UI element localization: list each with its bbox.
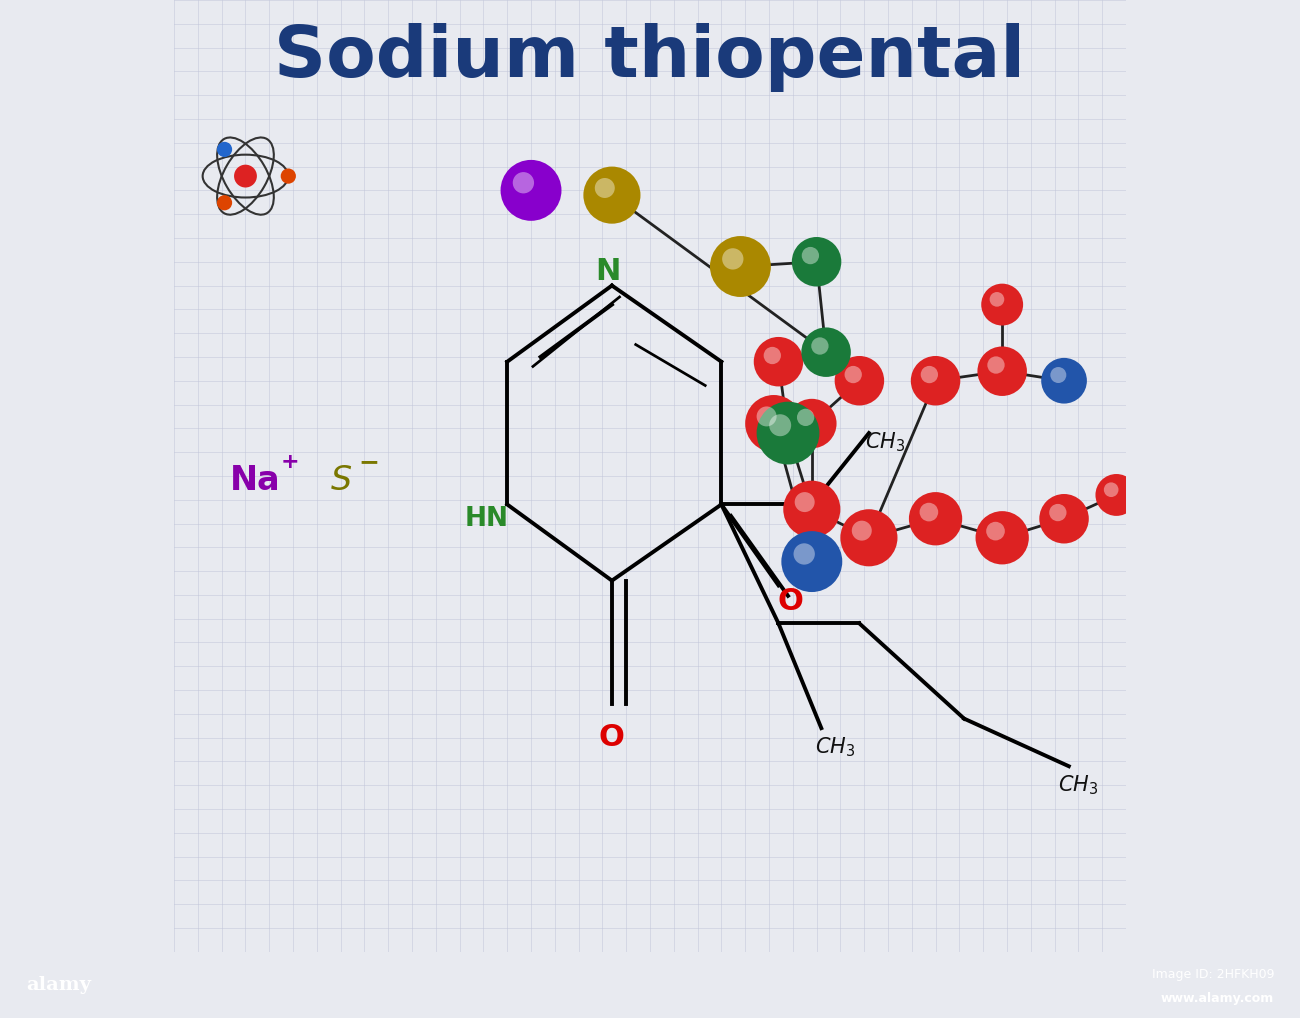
Circle shape <box>500 160 562 221</box>
Circle shape <box>909 492 962 546</box>
Text: alamy: alamy <box>26 976 91 994</box>
Circle shape <box>1049 504 1066 521</box>
Circle shape <box>770 414 792 437</box>
Circle shape <box>722 248 744 270</box>
Circle shape <box>1096 474 1138 516</box>
Circle shape <box>792 237 841 286</box>
Circle shape <box>975 511 1028 564</box>
Circle shape <box>217 142 233 157</box>
Circle shape <box>920 365 939 383</box>
Circle shape <box>754 337 803 387</box>
Circle shape <box>217 195 233 211</box>
Circle shape <box>978 346 1027 396</box>
Circle shape <box>281 168 296 183</box>
Circle shape <box>987 356 1005 374</box>
Circle shape <box>989 292 1005 306</box>
Circle shape <box>763 347 781 364</box>
Text: −: − <box>359 450 380 473</box>
Circle shape <box>919 503 939 521</box>
Circle shape <box>710 236 771 297</box>
Circle shape <box>852 520 872 541</box>
Circle shape <box>584 167 641 224</box>
Circle shape <box>234 165 257 187</box>
Text: $CH_3$: $CH_3$ <box>815 735 855 759</box>
Circle shape <box>784 480 840 538</box>
Text: Na: Na <box>230 464 281 497</box>
Text: Image ID: 2HFKH09: Image ID: 2HFKH09 <box>1152 968 1274 981</box>
Circle shape <box>1039 494 1089 544</box>
Text: Sodium thiopental: Sodium thiopental <box>274 22 1026 92</box>
Circle shape <box>1050 367 1066 383</box>
Circle shape <box>745 395 802 452</box>
Circle shape <box>757 406 776 427</box>
Text: O: O <box>777 587 803 616</box>
Circle shape <box>840 509 897 566</box>
Text: $CH_3$: $CH_3$ <box>864 431 905 454</box>
Circle shape <box>1104 483 1118 497</box>
Text: HN: HN <box>464 506 508 531</box>
Text: +: + <box>281 452 299 471</box>
Circle shape <box>802 247 819 265</box>
Circle shape <box>911 356 961 405</box>
Circle shape <box>835 356 884 405</box>
Circle shape <box>786 399 837 448</box>
Circle shape <box>801 328 850 377</box>
Circle shape <box>781 531 842 592</box>
Text: $CH_3$: $CH_3$ <box>1058 774 1098 797</box>
Text: N: N <box>595 257 621 286</box>
Circle shape <box>982 284 1023 326</box>
Circle shape <box>845 365 862 383</box>
Circle shape <box>797 408 814 427</box>
Circle shape <box>757 402 819 464</box>
Circle shape <box>811 337 828 354</box>
Circle shape <box>1041 358 1087 403</box>
Circle shape <box>794 492 815 512</box>
Circle shape <box>512 172 534 193</box>
Text: $S$: $S$ <box>330 464 352 497</box>
Circle shape <box>595 178 615 197</box>
Text: O: O <box>599 723 625 752</box>
Text: www.alamy.com: www.alamy.com <box>1161 992 1274 1005</box>
Circle shape <box>987 522 1005 541</box>
Circle shape <box>793 544 815 565</box>
